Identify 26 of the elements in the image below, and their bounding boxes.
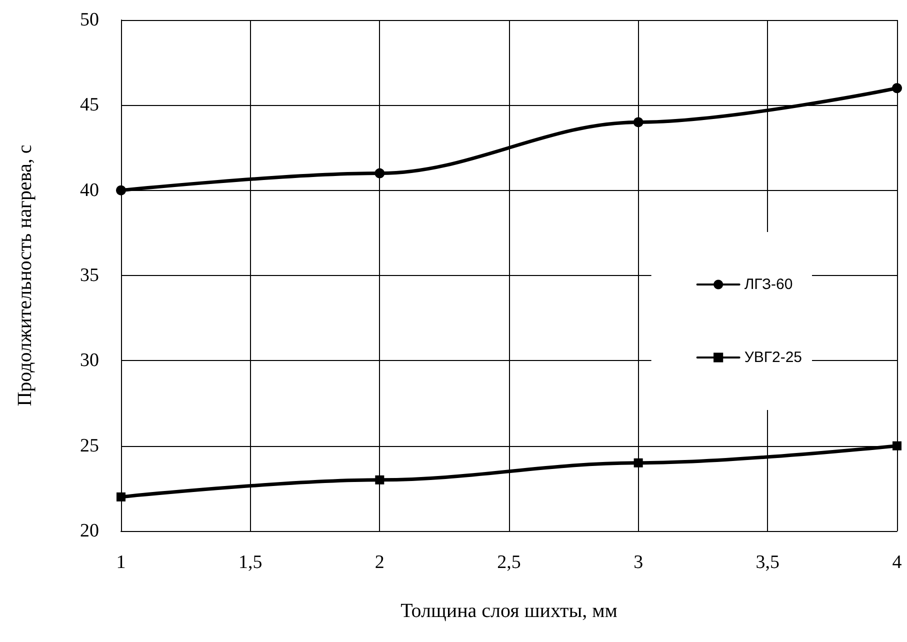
x-axis-title: Толщина слоя шихты, мм bbox=[400, 600, 618, 622]
y-tick-label: 50 bbox=[80, 10, 99, 30]
x-tick-label: 1,5 bbox=[238, 552, 262, 573]
legend-label: УВГ2-25 bbox=[744, 349, 802, 366]
point bbox=[116, 492, 126, 502]
point bbox=[892, 441, 902, 450]
point bbox=[892, 83, 902, 94]
y-tick-label: 45 bbox=[80, 94, 99, 116]
point bbox=[375, 475, 384, 484]
y-tick-label: 25 bbox=[80, 435, 99, 456]
x-tick-label: 3 bbox=[634, 552, 644, 573]
y-axis-title: Продолжительность нагрева, с bbox=[14, 144, 36, 406]
point bbox=[374, 168, 385, 178]
point bbox=[633, 117, 644, 128]
x-tick-label: 2,5 bbox=[497, 552, 521, 573]
x-tick-label: 4 bbox=[892, 552, 902, 573]
x-tick-label: 2 bbox=[374, 552, 384, 573]
point bbox=[634, 458, 643, 468]
point bbox=[116, 185, 126, 196]
y-tick-label: 40 bbox=[80, 180, 99, 201]
legend-label: ЛГЗ-60 bbox=[744, 276, 793, 293]
x-tick-label: 3,5 bbox=[756, 552, 780, 573]
y-tick-label: 30 bbox=[80, 350, 99, 372]
x-tick-label: 1 bbox=[116, 552, 126, 573]
y-tick-label: 20 bbox=[80, 520, 99, 542]
y-tick-label: 35 bbox=[80, 265, 99, 286]
